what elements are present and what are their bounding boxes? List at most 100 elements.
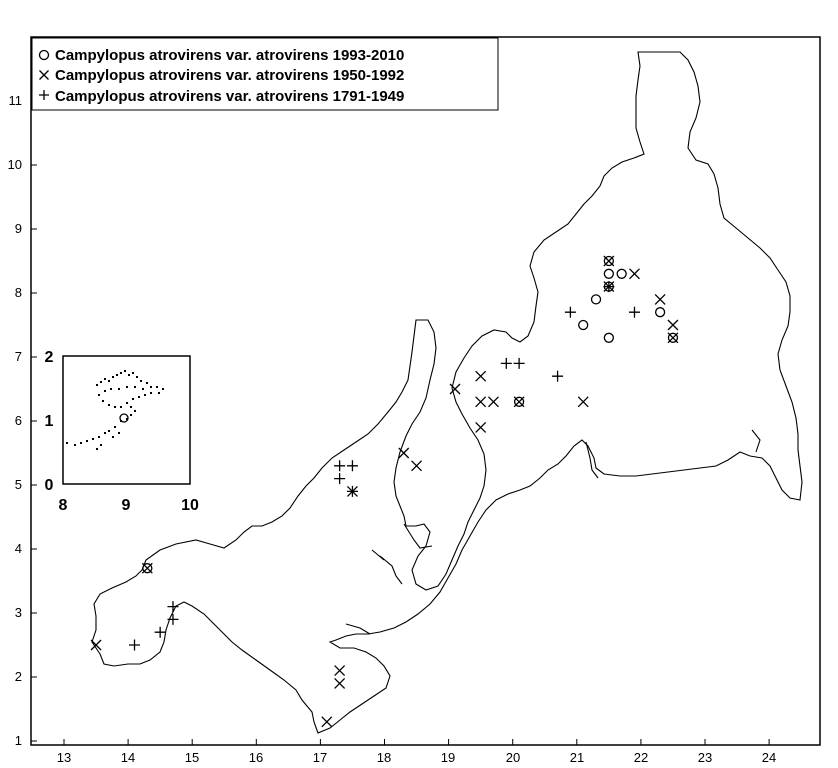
inset-island-speck [86,440,88,442]
inset-y-tick-label: 2 [45,349,54,366]
inset-island-speck [138,396,140,398]
inset-island-speck [98,436,100,438]
legend-circle-symbol [38,49,50,61]
inset-island-speck [162,388,164,390]
inset-island-speck [98,394,100,396]
y-tick-label: 4 [15,541,22,556]
inset-island-speck [126,418,128,420]
marker-x [654,293,666,305]
marker-x [603,255,615,267]
y-tick-label: 2 [15,669,22,684]
inset-island-speck [120,406,122,408]
inset-island-speck [118,388,120,390]
inset-island-speck [142,388,144,390]
marker-x [475,421,487,433]
y-tick-label: 6 [15,413,22,428]
marker-x [449,383,461,395]
inset-island-speck [104,432,106,434]
marker-circle [603,332,614,343]
marker-x [334,665,346,677]
marker-plus [564,306,576,318]
inset-island-speck [96,384,98,386]
inset-y-tick-label: 0 [45,477,54,494]
x-tick-label: 15 [185,750,199,765]
marker-circle [513,396,525,407]
y-tick-label: 9 [15,221,22,236]
marker-x [411,460,423,472]
x-tick-label: 18 [377,750,391,765]
inset-island-speck [108,404,110,406]
estuary-lines [345,429,761,635]
marker-circle [142,563,153,574]
y-tick-label: 11 [9,93,23,108]
y-tick-label: 8 [15,285,22,300]
marker-plus [334,460,346,472]
marker-x [334,677,346,689]
marker-plus [552,370,564,382]
tick-marks [31,100,770,745]
marker-circle [590,294,602,305]
inset-island-speck [118,432,120,434]
marker-x [321,716,333,728]
inset-x-tick-label: 9 [122,497,131,514]
inset-island-speck [104,378,106,380]
inset-island-speck [130,406,132,408]
inset-island-speck [128,374,130,376]
y-tick-label: 3 [15,605,22,620]
x-tick-label: 16 [249,750,263,765]
inset-island-speck [146,382,148,384]
inset-island-speck [158,392,160,394]
marker-circle [578,319,589,331]
marker-x [475,370,487,382]
inset-x-tick-labels: 8 9 10 [59,497,199,514]
marker-plus [154,626,166,638]
inset-island-speck [132,398,134,400]
marker-x [513,396,525,408]
marker-circle [603,255,614,267]
inset-island-speck [130,414,132,416]
inset-x-tick-label: 8 [59,497,68,514]
x-tick-label: 24 [762,750,776,765]
marker-plus [167,613,179,625]
x-tick-label: 21 [570,750,584,765]
marker-plus [346,485,358,497]
inset-y-tick-label: 1 [45,413,54,430]
x-tick-label: 19 [441,750,455,765]
legend-label: Campylopus atrovirens var. atrovirens 17… [55,88,404,105]
inset-island-speck [124,370,126,372]
markers [90,255,679,728]
legend-plus-symbol [39,90,49,100]
x-tick-label: 14 [121,750,135,765]
marker-x [667,319,679,331]
x-tick-label: 23 [698,750,712,765]
inset-y-tick-labels: 0 1 2 [45,349,54,494]
marker-plus [167,601,179,613]
inset-island-speck [100,381,102,383]
inset-island-speck [150,392,152,394]
inset-x-tick-label: 10 [181,497,199,514]
marker-x [629,268,640,280]
y-tick-label: 1 [15,733,22,748]
inset-island-speck [102,400,104,402]
legend-label: Campylopus atrovirens var. atrovirens 19… [55,47,404,64]
x-axis: 13 14 15 16 17 18 19 20 21 22 23 24 [57,750,776,765]
marker-plus [628,306,640,318]
inset-island-speck [96,448,98,450]
marker-x [141,562,153,574]
coastline-outline [91,51,803,734]
x-tick-label: 17 [313,750,327,765]
inset-islands [66,370,164,450]
inset-island-speck [112,436,114,438]
marker-x [475,396,487,408]
inset-island-speck [126,386,128,388]
inset-island-speck [120,372,122,374]
marker-x [398,447,410,459]
legend: Campylopus atrovirens var. atrovirens 19… [31,37,499,111]
marker-circle [616,268,627,279]
inset-island-speck [144,394,146,396]
legend-label: Campylopus atrovirens var. atrovirens 19… [55,67,404,84]
y-tick-label: 10 [8,157,22,172]
marker-plus [334,473,346,485]
inset-island-speck [114,406,116,408]
